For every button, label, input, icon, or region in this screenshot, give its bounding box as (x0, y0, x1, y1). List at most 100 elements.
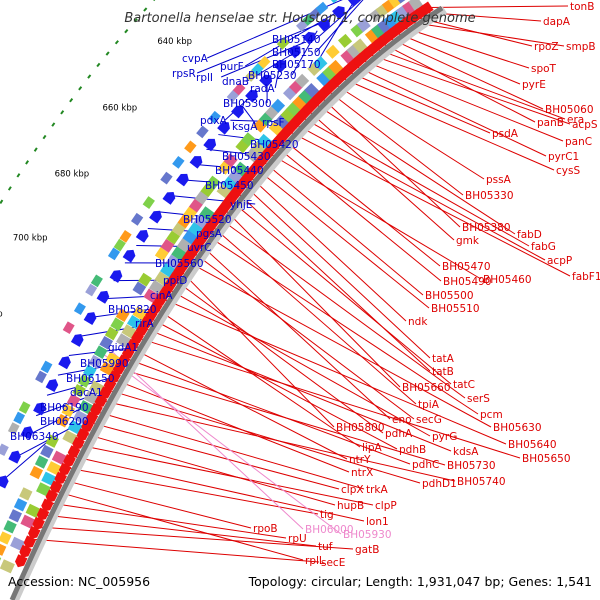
gene-label-bh05420[interactable]: BH05420 (250, 139, 299, 151)
gene-label-panc[interactable]: panC (565, 136, 592, 148)
gene-label-bh05630[interactable]: BH05630 (493, 422, 542, 434)
gene-label-uvrc[interactable]: uvrC (187, 242, 212, 254)
gene-label-fabd[interactable]: fabD (517, 229, 542, 241)
gene-label-fabf1[interactable]: fabF1 (572, 271, 600, 283)
gene-label-secg[interactable]: secG (416, 414, 442, 426)
gene-label-clpp[interactable]: clpP (375, 500, 397, 512)
gene-label-fabg[interactable]: fabG (531, 241, 556, 253)
gene-label-bh05730[interactable]: BH05730 (447, 460, 496, 472)
gene-label-pcm[interactable]: pcm (480, 409, 503, 421)
gene-label-bh05640[interactable]: BH05640 (508, 439, 557, 451)
gene-label-tuf[interactable]: tuf (318, 541, 333, 553)
gene-label-pdhc[interactable]: pdhC (412, 459, 439, 471)
gene-label-ntrx[interactable]: ntrX (351, 467, 373, 479)
gene-label-eno[interactable]: eno (392, 414, 412, 426)
gene-label-rpsr[interactable]: rpsR (172, 68, 196, 80)
gene-label-rpsf[interactable]: rpsF (262, 117, 285, 129)
gene-label-bh05740[interactable]: BH05740 (457, 476, 506, 488)
tick-label-720-kbp: 720 kbp (0, 310, 3, 320)
tick-label-680-kbp: 680 kbp (55, 169, 90, 179)
gene-label-bh06200[interactable]: BH06200 (40, 416, 89, 428)
gene-label-sece[interactable]: secE (321, 557, 345, 569)
gene-label-bh05930[interactable]: BH05930 (343, 529, 392, 541)
gene-label-bh05150[interactable]: BH05150 (272, 47, 321, 59)
gene-label-ppid[interactable]: ppiD (163, 275, 187, 287)
gene-label-bh05820[interactable]: BH05820 (108, 304, 157, 316)
gene-label-bh05430[interactable]: BH05430 (222, 151, 271, 163)
gene-label-rpob[interactable]: rpoB (253, 523, 278, 535)
gene-label-ksga[interactable]: ksgA (232, 121, 258, 133)
map-title: Bartonella henselae str. Houston-1, comp… (124, 11, 475, 26)
gene-label-bh05560[interactable]: BH05560 (155, 258, 204, 270)
gene-label-bh05330[interactable]: BH05330 (465, 190, 514, 202)
gene-label-pgsa[interactable]: pgsA (196, 228, 223, 240)
gene-label-rpu[interactable]: rpU (288, 533, 307, 545)
gene-label-rpli[interactable]: rplI (196, 72, 213, 84)
gene-label-bh06340[interactable]: BH06340 (10, 431, 59, 443)
gene-label-ndk[interactable]: ndk (408, 316, 428, 328)
gene-label-acpp[interactable]: acpP (547, 255, 572, 267)
gene-label-bh05650[interactable]: BH05650 (522, 453, 571, 465)
gene-label-bh05470[interactable]: BH05470 (442, 261, 491, 273)
gene-label-tig[interactable]: tig (320, 509, 334, 521)
gene-label-tata[interactable]: tatA (432, 353, 455, 365)
gene-label-rpoz[interactable]: rpoZ (534, 41, 559, 53)
gene-label-dapa[interactable]: dapA (543, 16, 571, 28)
gene-label-rada[interactable]: radA (250, 83, 275, 95)
gene-label-smpb[interactable]: smpB (566, 41, 596, 53)
gene-label-bh05510[interactable]: BH05510 (431, 303, 480, 315)
gene-label-bh06150[interactable]: BH06150 (66, 373, 115, 385)
gene-label-dnab[interactable]: dnaB (222, 76, 249, 88)
gene-label-bh05450[interactable]: BH05450 (205, 180, 254, 192)
gene-label-cina[interactable]: cinA (150, 290, 173, 302)
gene-label-acps[interactable]: acpS (572, 119, 598, 131)
gene-label-bh05660[interactable]: BH05660 (402, 382, 451, 394)
gene-label-gida1[interactable]: gidA1 (108, 342, 138, 354)
gene-label-sers[interactable]: serS (467, 393, 490, 405)
gene-label-pdhb[interactable]: pdhB (399, 444, 426, 456)
gene-label-bh05990[interactable]: BH05990 (80, 358, 129, 370)
gene-label-bh05230[interactable]: BH05230 (248, 70, 297, 82)
gene-label-pyre[interactable]: pyrE (522, 79, 546, 91)
gene-label-trka[interactable]: trkA (366, 484, 389, 496)
gene-label-tonb[interactable]: tonB (570, 1, 594, 13)
gene-label-yhje[interactable]: yhjE (230, 199, 252, 211)
gene-label-bh05500[interactable]: BH05500 (425, 290, 474, 302)
gene-label-bh05800[interactable]: BH05800 (336, 422, 385, 434)
gene-label-pssa[interactable]: pssA (486, 174, 512, 186)
gene-label-tatb[interactable]: tatB (432, 366, 454, 378)
gene-label-lon1[interactable]: lon1 (366, 516, 389, 528)
gene-label-psda[interactable]: psdA (492, 128, 519, 140)
gene-label-bh05460[interactable]: BH05460 (483, 274, 532, 286)
topology-text: Topology: circular; Length: 1,931,047 bp… (248, 574, 592, 589)
gene-label-rira[interactable]: rirA (135, 318, 155, 330)
genome-map: 600 kbp620 kbp640 kbp660 kbp680 kbp700 k… (0, 0, 600, 600)
gene-label-lipa[interactable]: lipA (362, 442, 382, 454)
gene-label-panb[interactable]: panB (537, 117, 564, 129)
gene-label-tatc[interactable]: tatC (453, 379, 475, 391)
gene-label-daca1[interactable]: dacA1 (70, 387, 103, 399)
gene-label-bh05140[interactable]: BH05140 (272, 34, 321, 46)
gene-label-gatb[interactable]: gatB (355, 544, 379, 556)
gene-label-purf[interactable]: purF (220, 61, 244, 73)
gene-label-pyrg[interactable]: pyrG (432, 431, 457, 443)
gene-label-cyss[interactable]: cysS (556, 165, 580, 177)
gene-label-pyrc1[interactable]: pyrC1 (548, 151, 579, 163)
gene-label-hupb[interactable]: hupB (337, 500, 364, 512)
gene-label-clpx[interactable]: clpX (341, 484, 364, 496)
gene-label-bh05520[interactable]: BH05520 (183, 214, 232, 226)
gene-label-tpia[interactable]: tpiA (418, 399, 440, 411)
tick-label-640-kbp: 640 kbp (157, 37, 192, 47)
gene-label-bh05440[interactable]: BH05440 (215, 165, 264, 177)
gene-label-spot[interactable]: spoT (531, 63, 557, 75)
gene-label-pdxa[interactable]: pdxA (200, 115, 228, 127)
gene-label-pdha[interactable]: pdhA (385, 428, 413, 440)
gene-label-bh05380[interactable]: BH05380 (462, 222, 511, 234)
gene-label-pdhd1[interactable]: pdhD1 (422, 478, 457, 490)
gene-label-cvpa[interactable]: cvpA (182, 53, 209, 65)
gene-label-gmk[interactable]: gmk (456, 235, 480, 247)
gene-label-bh06190[interactable]: BH06190 (40, 402, 89, 414)
gene-label-kdsa[interactable]: kdsA (453, 446, 479, 458)
gene-label-ntry[interactable]: ntrY (349, 454, 371, 466)
gene-label-bh05300[interactable]: BH05300 (223, 98, 272, 110)
